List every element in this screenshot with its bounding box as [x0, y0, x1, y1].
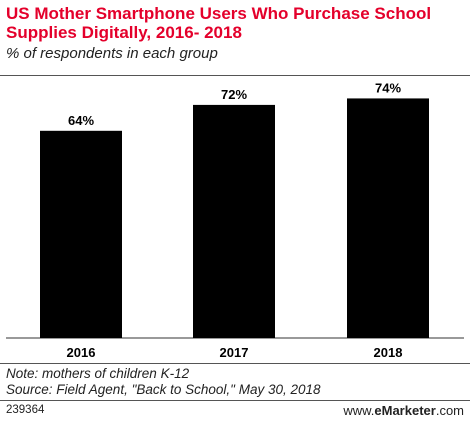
bar-chart: 64% 72% 74% 2016 2017 2018	[6, 80, 464, 360]
chart-id: 239364	[6, 404, 45, 416]
brand-logo[interactable]: www.eMarketer.com	[343, 403, 464, 418]
tick-labels-group: 2016 2017 2018	[67, 345, 403, 360]
value-labels-group: 64% 72% 74%	[68, 80, 401, 127]
value-label-2018: 74%	[375, 80, 401, 95]
bar-2018	[347, 98, 429, 338]
value-label-2016: 64%	[68, 113, 94, 128]
chart-source: Source: Field Agent, "Back to School," M…	[6, 382, 321, 397]
chart-subtitle: % of respondents in each group	[6, 45, 218, 62]
value-label-2017: 72%	[221, 87, 247, 102]
bar-2016	[40, 130, 122, 338]
brand-suffix: .com	[435, 403, 464, 418]
top-divider	[0, 75, 470, 76]
brand-name: eMarketer	[374, 403, 436, 418]
bars-group	[40, 98, 429, 339]
bar-2017	[193, 104, 275, 339]
brand-prefix: www.	[343, 403, 375, 418]
x-tick-2018: 2018	[374, 345, 403, 360]
x-tick-2016: 2016	[67, 345, 96, 360]
chart-title: US Mother Smartphone Users Who Purchase …	[6, 4, 432, 42]
chart-note: Note: mothers of children K-12	[6, 366, 190, 381]
x-tick-2017: 2017	[220, 345, 249, 360]
footer-divider	[0, 400, 470, 401]
bottom-divider	[0, 363, 470, 364]
